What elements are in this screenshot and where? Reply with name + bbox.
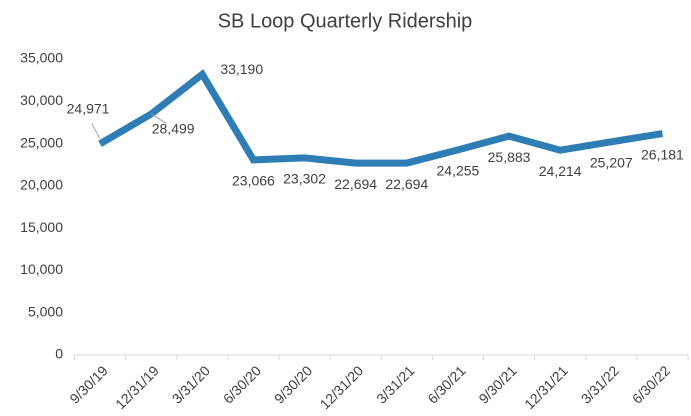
data-label: 22,694 xyxy=(385,176,428,192)
y-tick-label: 10,000 xyxy=(20,261,63,277)
data-label: 24,255 xyxy=(437,163,480,179)
x-tick-label: 12/31/19 xyxy=(112,362,162,412)
data-label: 25,207 xyxy=(590,155,633,171)
y-tick-label: 30,000 xyxy=(20,92,63,108)
x-tick-label: 6/30/20 xyxy=(220,362,264,406)
y-tick-label: 35,000 xyxy=(20,50,63,66)
line xyxy=(98,69,663,167)
y-tick-label: 25,000 xyxy=(20,134,63,150)
data-label: 22,694 xyxy=(334,176,377,192)
leader-line xyxy=(91,123,101,140)
y-tick-label: 0 xyxy=(55,346,63,362)
y-tick-label: 5,000 xyxy=(28,303,63,319)
x-tick-label: 6/30/22 xyxy=(629,362,673,406)
data-label: 28,499 xyxy=(152,121,195,137)
data-label: 26,181 xyxy=(641,146,684,162)
x-tick-label: 12/31/20 xyxy=(317,362,367,412)
leader-line xyxy=(150,113,167,125)
data-label: 23,066 xyxy=(232,173,275,189)
y-tick-label: 20,000 xyxy=(20,177,63,193)
x-tick-label: 3/31/20 xyxy=(169,362,213,406)
y-tick-label: 15,000 xyxy=(20,219,63,235)
data-label: 33,190 xyxy=(220,61,263,77)
x-tick-label: 9/30/21 xyxy=(475,362,519,406)
data-label: 25,883 xyxy=(488,149,531,165)
x-tick-label: 3/31/21 xyxy=(373,362,417,406)
data-label: 23,302 xyxy=(283,171,326,187)
chart-title: SB Loop Quarterly Ridership xyxy=(218,10,473,32)
x-tick-label: 12/31/21 xyxy=(521,362,571,412)
x-tick-label: 9/30/19 xyxy=(66,362,110,406)
data-label: 24,971 xyxy=(67,101,110,117)
x-tick-label: 9/30/20 xyxy=(271,362,315,406)
x-tick-label: 3/31/22 xyxy=(578,362,622,406)
data-label: 24,214 xyxy=(539,163,582,179)
x-tick-label: 6/30/21 xyxy=(424,362,468,406)
